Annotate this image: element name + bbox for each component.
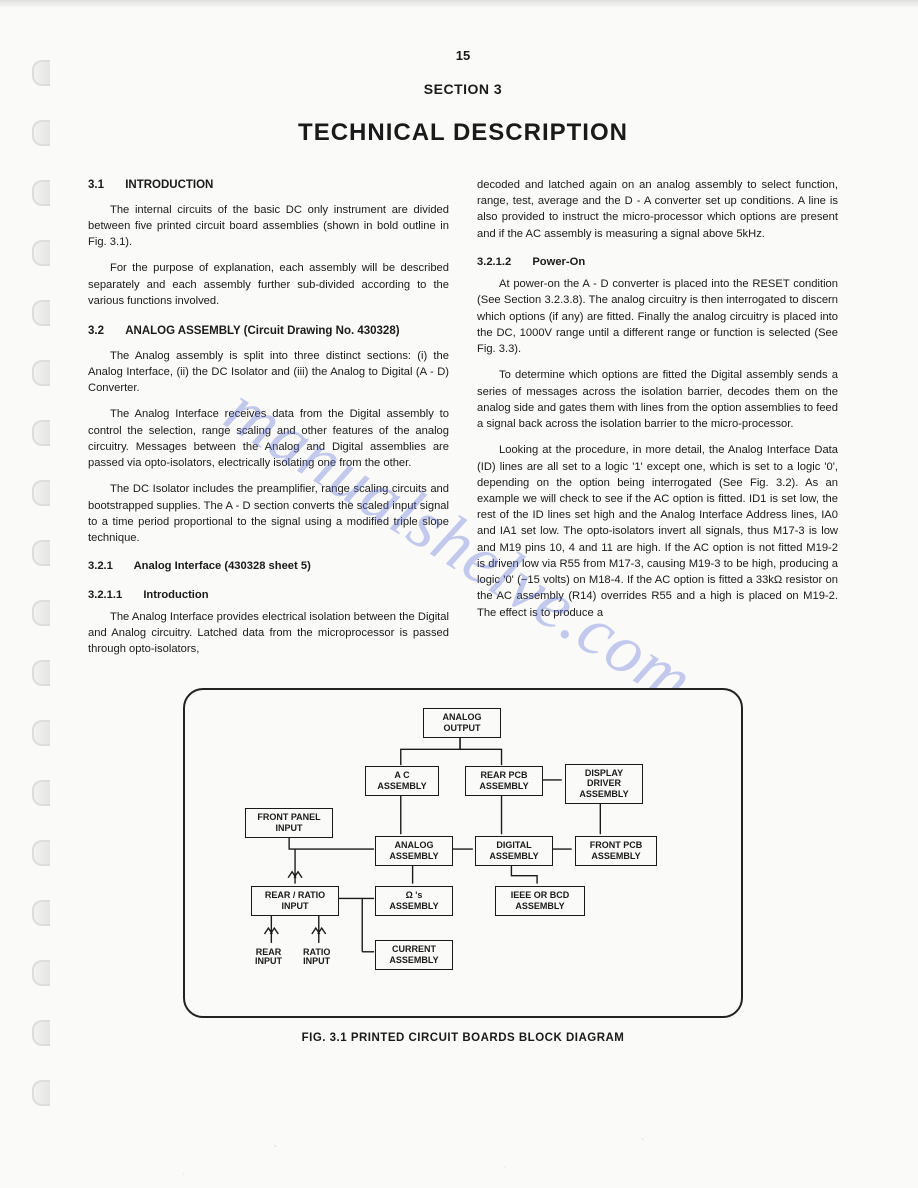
page: 15 SECTION 3 TECHNICAL DESCRIPTION manua… bbox=[0, 0, 918, 1188]
node-front_panel: FRONT PANELINPUT bbox=[245, 808, 333, 838]
paragraph: Looking at the procedure, in more detail… bbox=[477, 442, 838, 621]
scan-artifact-top bbox=[0, 0, 918, 8]
node-ohms_assembly: Ω 'sASSEMBLY bbox=[375, 886, 453, 916]
node-digital_assembly: DIGITALASSEMBLY bbox=[475, 836, 553, 866]
heading-3-2-1-1: 3.2.1.1 Introduction bbox=[88, 587, 449, 603]
label-ratio_input: RATIOINPUT bbox=[303, 948, 330, 968]
node-rear_ratio: REAR / RATIOINPUT bbox=[251, 886, 339, 916]
heading-3-2-1: 3.2.1 Analog Interface (430328 sheet 5) bbox=[88, 558, 449, 574]
figure-caption: FIG. 3.1 PRINTED CIRCUIT BOARDS BLOCK DI… bbox=[183, 1032, 743, 1044]
heading-3-1: 3.1 INTRODUCTION bbox=[88, 177, 449, 194]
page-number: 15 bbox=[88, 48, 838, 63]
node-front_pcb: FRONT PCBASSEMBLY bbox=[575, 836, 657, 866]
paragraph: The internal circuits of the basic DC on… bbox=[88, 202, 449, 251]
heading-3-2: 3.2 ANALOG ASSEMBLY (Circuit Drawing No.… bbox=[88, 323, 449, 340]
heading-number: 3.2.1.1 bbox=[88, 587, 122, 603]
node-ac_assembly: A CASSEMBLY bbox=[365, 766, 439, 796]
node-ieee_bcd: IEEE OR BCDASSEMBLY bbox=[495, 886, 585, 916]
binding-spiral bbox=[28, 0, 58, 1188]
heading-title: Power-On bbox=[532, 256, 585, 268]
node-rear_pcb: REAR PCBASSEMBLY bbox=[465, 766, 543, 796]
label-rear_input: REARINPUT bbox=[255, 948, 282, 968]
paragraph: The Analog Interface provides electrical… bbox=[88, 609, 449, 658]
node-analog_output: ANALOGOUTPUT bbox=[423, 708, 501, 738]
section-label: SECTION 3 bbox=[88, 81, 838, 97]
paragraph: The Analog Interface receives data from … bbox=[88, 406, 449, 471]
paragraph: At power-on the A - D converter is place… bbox=[477, 276, 838, 357]
heading-number: 3.2 bbox=[88, 323, 104, 340]
figure-3-1: ANALOGOUTPUT A CASSEMBLY REAR PCBASSEMBLY D… bbox=[183, 688, 743, 1044]
diagram-frame: ANALOGOUTPUT A CASSEMBLY REAR PCBASSEMBLY D… bbox=[183, 688, 743, 1018]
scan-noise bbox=[0, 1118, 918, 1188]
paragraph: decoded and latched again on an analog a… bbox=[477, 177, 838, 242]
heading-title: INTRODUCTION bbox=[125, 179, 213, 191]
body-columns: 3.1 INTRODUCTION The internal circuits o… bbox=[88, 177, 838, 668]
paragraph: To determine which options are fitted th… bbox=[477, 367, 838, 432]
node-current_assembly: CURRENTASSEMBLY bbox=[375, 940, 453, 970]
paragraph: The DC Isolator includes the preamplifie… bbox=[88, 481, 449, 546]
main-title: TECHNICAL DESCRIPTION bbox=[88, 119, 838, 147]
heading-number: 3.2.1.2 bbox=[477, 254, 511, 270]
paragraph: For the purpose of explanation, each ass… bbox=[88, 260, 449, 309]
heading-title: Analog Interface (430328 sheet 5) bbox=[134, 560, 311, 572]
heading-3-2-1-2: 3.2.1.2 Power-On bbox=[477, 254, 838, 270]
node-display_driver: DISPLAYDRIVERASSEMBLY bbox=[565, 764, 643, 804]
paragraph: The Analog assembly is split into three … bbox=[88, 348, 449, 397]
heading-title: ANALOG ASSEMBLY (Circuit Drawing No. 430… bbox=[125, 325, 399, 337]
heading-number: 3.2.1 bbox=[88, 558, 113, 574]
heading-number: 3.1 bbox=[88, 177, 104, 194]
node-analog_assembly: ANALOGASSEMBLY bbox=[375, 836, 453, 866]
heading-title: Introduction bbox=[143, 589, 208, 601]
